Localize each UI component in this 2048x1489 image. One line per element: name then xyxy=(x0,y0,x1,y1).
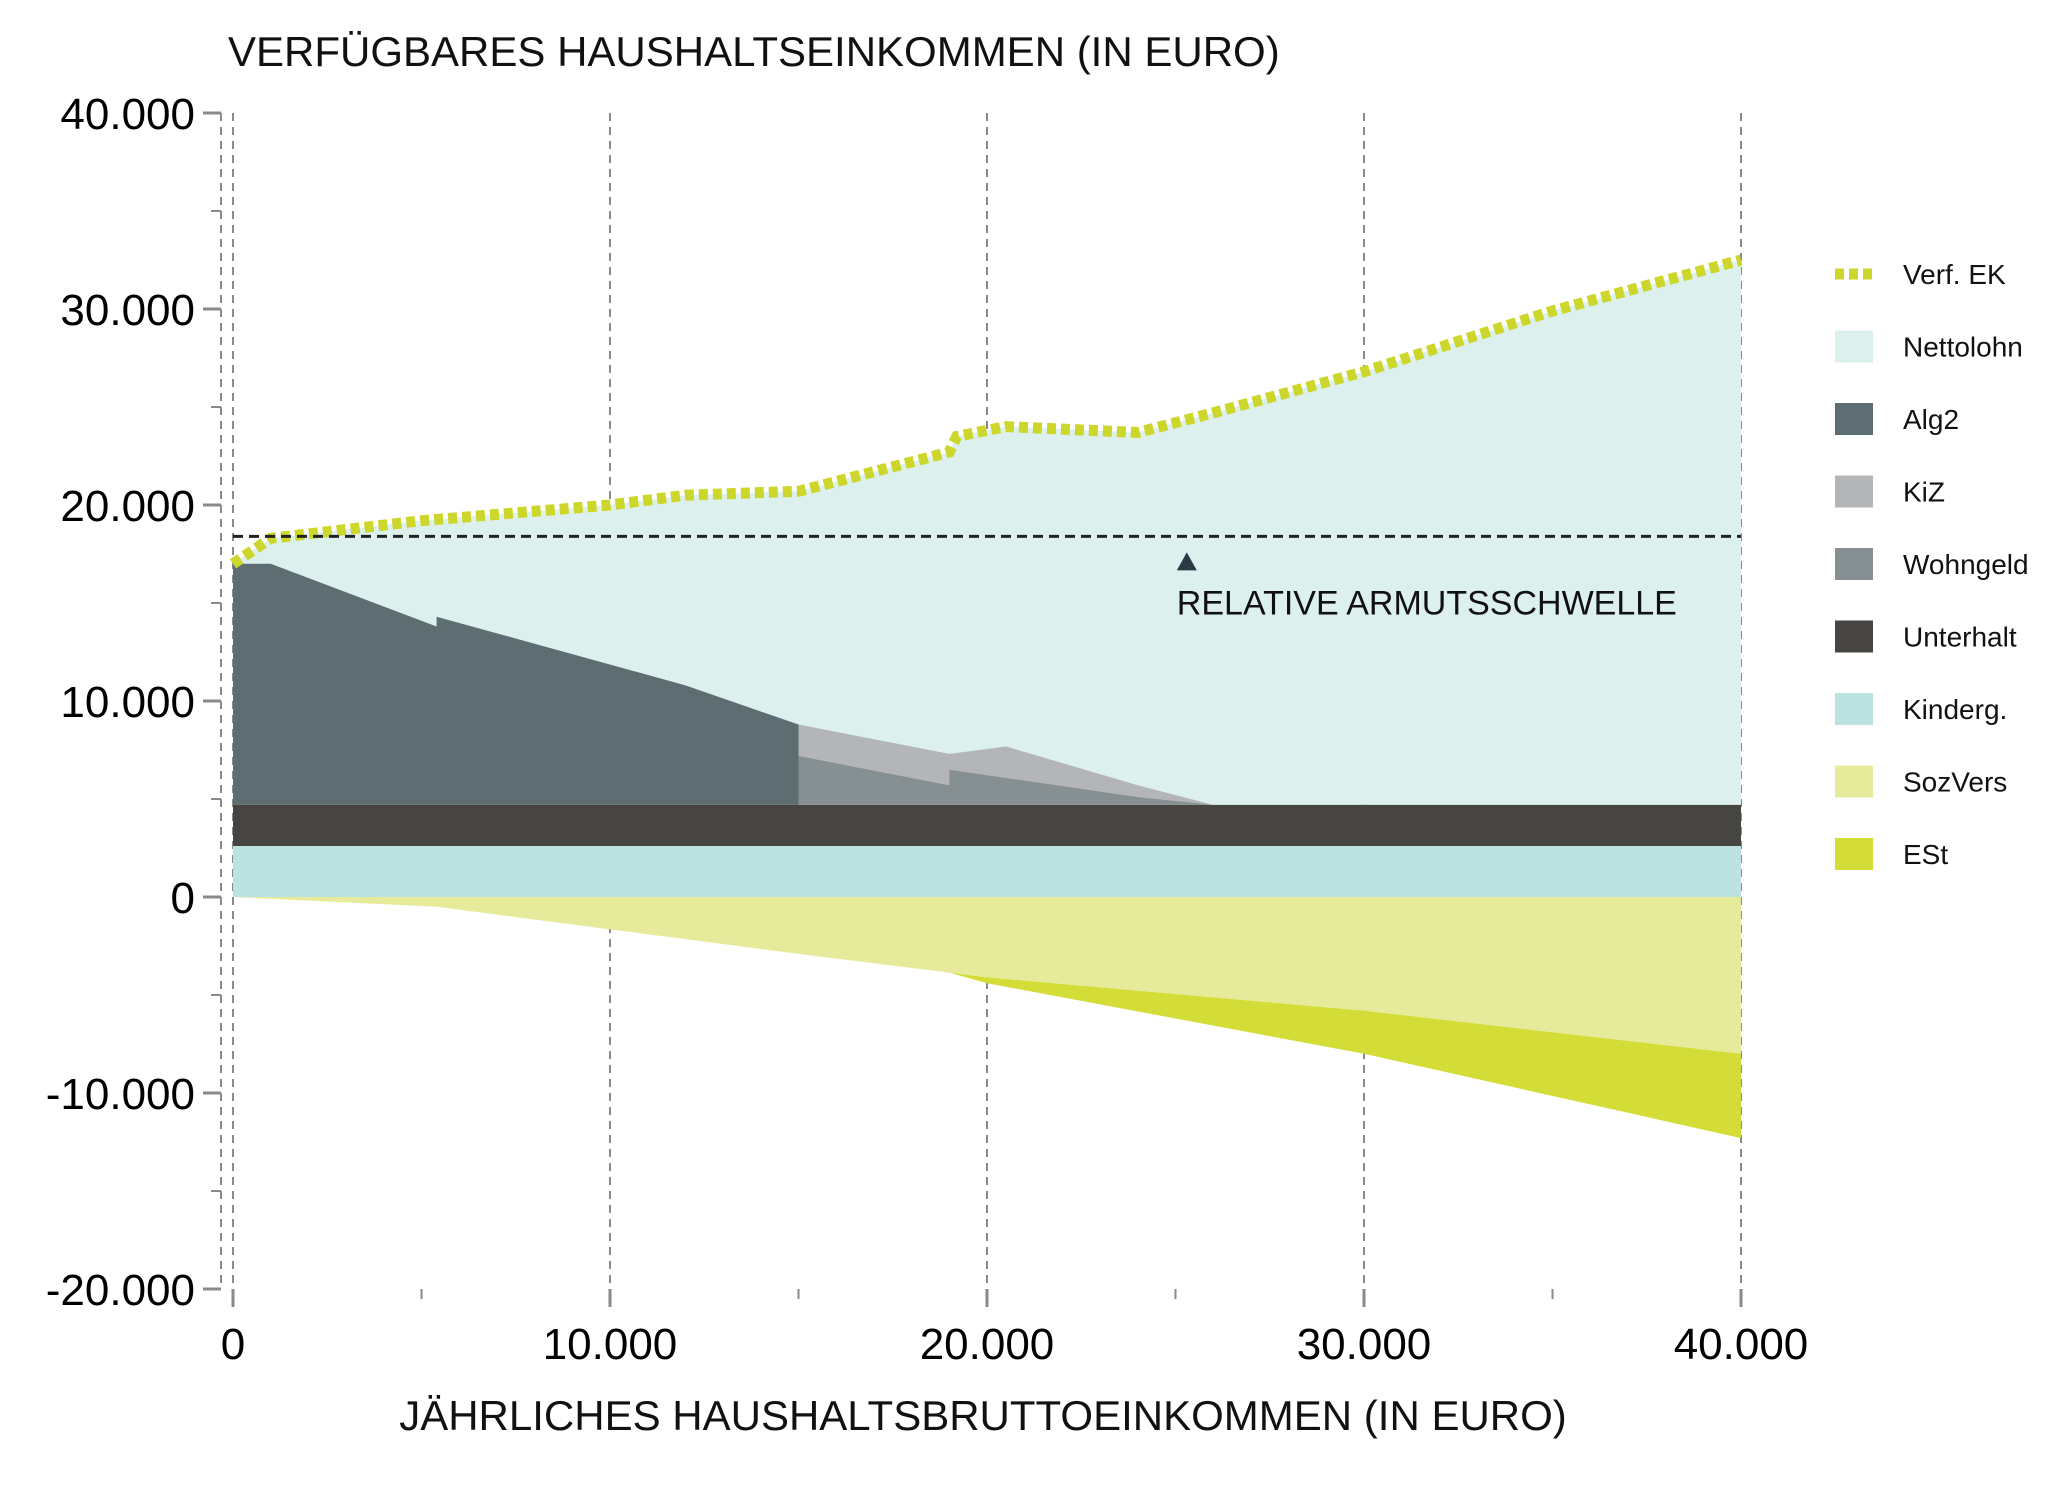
legend-item-nettolohn: Nettolohn xyxy=(1835,330,2023,363)
legend-label: Wohngeld xyxy=(1903,549,2029,580)
x-axis-label: JÄHRLICHES HAUSHALTSBRUTTOEINKOMMEN (IN … xyxy=(399,1392,1567,1439)
legend-label: SozVers xyxy=(1903,767,2007,798)
area-est xyxy=(949,972,1741,1139)
area-unterhalt xyxy=(233,804,1741,847)
y-tick-label-2: 20.000 xyxy=(60,482,195,531)
x-tick-label-1: 10.000 xyxy=(543,1320,678,1369)
x-tick-label-0: 0 xyxy=(221,1320,245,1369)
legend-label: Nettolohn xyxy=(1903,332,2023,363)
area-wohngeld xyxy=(798,755,1214,805)
legend-label: Alg2 xyxy=(1903,404,1959,435)
area-kiz xyxy=(798,724,1214,805)
chart-title: VERFÜGBARES HAUSHALTSEINKOMMEN (IN EURO) xyxy=(228,28,1280,75)
legend-swatch xyxy=(1835,693,1873,725)
x-tick-label-2: 20.000 xyxy=(920,1320,1055,1369)
x-tick-label-3: 30.000 xyxy=(1297,1320,1432,1369)
y-tick-label-5: -10.000 xyxy=(46,1070,195,1119)
line-verf-ek xyxy=(229,254,1743,569)
legend-label: Kinderg. xyxy=(1903,694,2007,725)
legend-item-unterhalt: Unterhalt xyxy=(1835,620,2017,653)
legend-swatch xyxy=(1835,548,1873,580)
legend-swatch xyxy=(1835,620,1873,653)
y-tick-label-6: -20.000 xyxy=(46,1266,195,1315)
legend-swatch xyxy=(1835,330,1873,363)
legend-item-est: ESt xyxy=(1835,838,1948,870)
y-tick-label-1: 30.000 xyxy=(60,286,195,335)
legend-item-wohngeld: Wohngeld xyxy=(1835,548,2029,580)
legend-label: ESt xyxy=(1903,839,1948,870)
legend-item-verf-ek: Verf. EK xyxy=(1835,259,2006,290)
legend-label: KiZ xyxy=(1903,477,1945,508)
axes: 40.000 30.000 20.000 10.000 0 -10.000 -20.000 0… xyxy=(46,90,1809,1369)
legend-item-kiz: KiZ xyxy=(1835,475,1945,508)
legend-swatch xyxy=(1835,475,1873,508)
y-tick-label-3: 10.000 xyxy=(60,678,195,727)
legend-label: Verf. EK xyxy=(1903,259,2006,290)
x-tick-label-4: 40.000 xyxy=(1674,1320,1809,1369)
poverty-threshold-label: RELATIVE ARMUTSSCHWELLE xyxy=(1177,584,1677,622)
legend-swatch xyxy=(1835,838,1873,870)
legend-swatch xyxy=(1835,403,1873,435)
area-alg2 xyxy=(233,563,799,805)
legend-item-alg2: Alg2 xyxy=(1835,403,1959,435)
legend-item-sozvers: SozVers xyxy=(1835,765,2007,798)
legend: Verf. EK Nettolohn Alg2 KiZ Wohngeld Unterhal… xyxy=(1835,259,2029,870)
areas xyxy=(233,260,1741,1139)
area-sozvers xyxy=(233,897,1741,1054)
legend-swatch xyxy=(1835,765,1873,798)
y-tick-label-0: 40.000 xyxy=(60,90,195,139)
y-tick-label-4: 0 xyxy=(171,874,195,923)
legend-item-kinderg: Kinderg. xyxy=(1835,693,2007,725)
annotation-group: RELATIVE ARMUTSSCHWELLE xyxy=(233,534,1741,622)
legend-label: Unterhalt xyxy=(1903,622,2017,653)
triangle-marker-icon xyxy=(1176,552,1197,571)
area-kindergeld xyxy=(233,846,1741,897)
